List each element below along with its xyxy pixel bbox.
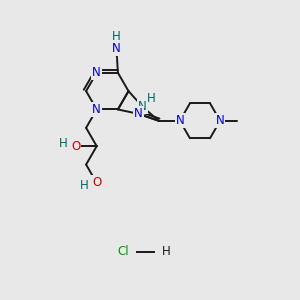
Text: H: H — [147, 92, 155, 105]
Text: H: H — [80, 179, 89, 192]
Text: H: H — [112, 30, 121, 43]
Text: N: N — [92, 103, 101, 116]
Text: O: O — [71, 140, 80, 153]
Text: N: N — [176, 114, 184, 127]
Text: Cl: Cl — [118, 245, 129, 258]
Text: O: O — [92, 176, 101, 189]
Text: N: N — [92, 66, 101, 79]
Text: N: N — [134, 107, 143, 120]
Text: N: N — [112, 42, 121, 55]
Text: N: N — [138, 100, 147, 113]
Text: H: H — [162, 245, 171, 258]
Text: im: im — [115, 58, 117, 59]
Text: N: N — [216, 114, 224, 127]
Text: H: H — [59, 137, 68, 150]
